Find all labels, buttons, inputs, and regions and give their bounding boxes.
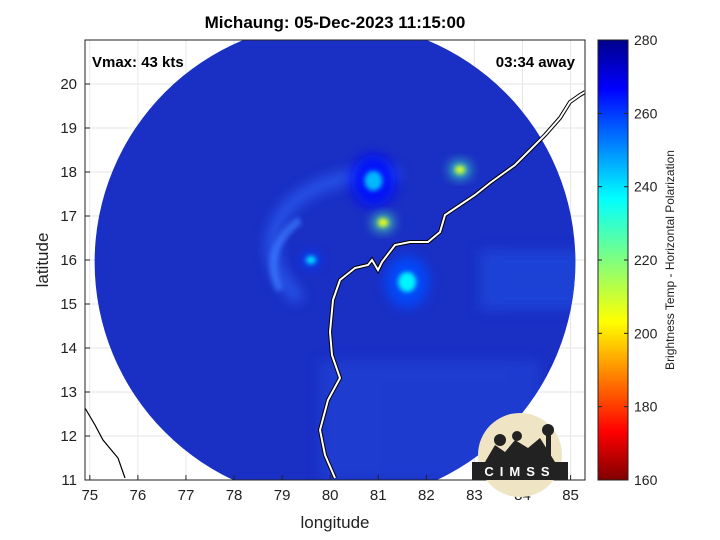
y-tick-label: 20 [60,76,77,93]
colorbar-tick-label: 160 [634,472,658,488]
logo-silhouette [485,438,555,462]
y-tick-label: 16 [60,252,77,269]
logo-tower [546,432,551,462]
colorbar-tick-label: 280 [634,32,658,48]
colorbar-tick-label: 200 [634,325,658,341]
vmax-annotation: Vmax: 43 kts [92,54,184,71]
x-tick-label: 77 [178,487,195,504]
logo-dish-2 [512,431,522,441]
colorbar [597,39,629,481]
x-tick-label: 83 [466,487,483,504]
y-tick-label: 13 [60,384,77,401]
y-tick-label: 15 [60,296,77,313]
x-tick-label: 81 [370,487,387,504]
colorbar-tick-label: 260 [634,105,658,121]
logo-band [472,462,568,480]
y-tick-label: 17 [60,208,77,225]
logo-dish-1 [494,434,506,446]
east-region [480,250,576,310]
time-away-annotation: 03:34 away [496,54,576,71]
x-tick-label: 78 [226,487,243,504]
x-tick-label: 85 [562,487,579,504]
feature-core [455,165,465,174]
cimss-logo: CIMSS [472,413,568,497]
x-axis-label: longitude [300,513,369,532]
y-tick-label: 12 [60,428,77,445]
chart-title: Michaung: 05-Dec-2023 11:15:00 [205,13,466,32]
feature-core [305,256,316,264]
feature-core [364,170,383,191]
y-tick-label: 11 [61,472,77,489]
y-axis-label: latitude [33,233,52,288]
x-tick-label: 76 [130,487,147,504]
x-tick-label: 79 [274,487,291,504]
logo-text: CIMSS [484,464,555,479]
colorbar-tick-label: 180 [634,399,658,415]
hotspots [300,154,470,308]
inner-band [269,216,303,292]
coastline-path [318,91,585,479]
colorbar-ticks: 160 180 200 220 240 260 280 [598,32,658,488]
x-tick-label: 82 [418,487,435,504]
y-tick-label: 19 [60,120,77,137]
y-tick-label: 14 [60,340,77,357]
colorbar-tick-label: 240 [634,179,658,195]
y-tick-label: 18 [60,164,77,181]
x-tick-label: 75 [81,487,98,504]
colorbar-label: Brightness Temp - Horizontal Polarizatio… [663,150,677,370]
coastline [85,90,585,479]
west-coastline [85,407,126,479]
logo-tank [542,424,554,436]
swath-layer [94,40,576,480]
x-tick-label: 80 [322,487,339,504]
feature-core [378,218,389,227]
y-axis: 11 12 13 14 15 16 17 18 19 20 [60,76,90,489]
feature-core [398,272,417,292]
colorbar-tick-label: 220 [634,252,658,268]
